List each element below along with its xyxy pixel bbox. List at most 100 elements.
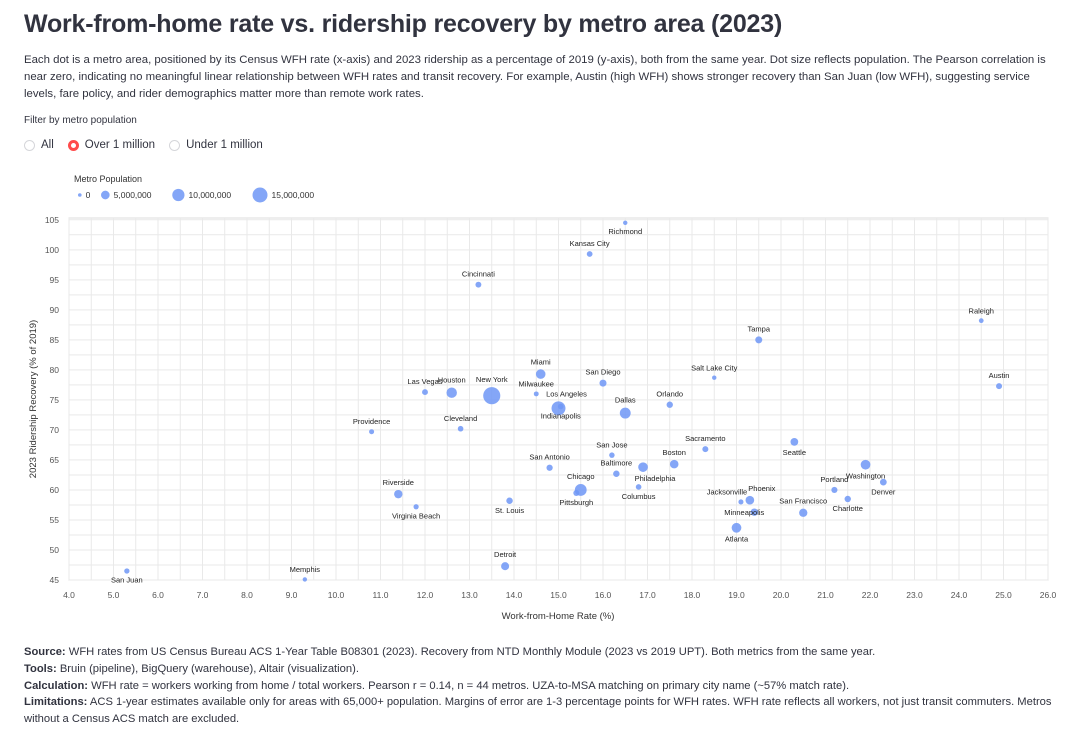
radio-circle[interactable] — [169, 139, 181, 151]
point-label: Orlando — [656, 390, 683, 399]
y-tick-label: 50 — [50, 545, 60, 555]
legend-label: 5,000,000 — [114, 190, 152, 200]
y-tick-label: 60 — [50, 485, 60, 495]
data-point — [755, 336, 763, 344]
data-point — [750, 508, 759, 516]
point-label: Memphis — [290, 565, 321, 574]
data-point — [623, 220, 628, 226]
radio-all[interactable]: All — [24, 139, 54, 151]
point-label: San Antonio — [529, 453, 569, 462]
point-label: San Jose — [596, 440, 627, 449]
point-label: Boston — [663, 448, 686, 457]
data-point — [702, 446, 709, 453]
radio-under-1-million[interactable]: Under 1 million — [169, 139, 263, 151]
point-label: Seattle — [783, 448, 806, 457]
y-tick-label: 95 — [50, 275, 60, 285]
x-tick-label: 4.0 — [63, 590, 75, 600]
legend-size-circle — [101, 190, 110, 200]
point-label: San Francisco — [779, 497, 827, 506]
data-point — [844, 495, 851, 503]
data-point — [978, 318, 984, 324]
radio-circle[interactable] — [24, 139, 35, 151]
point-label: Houston — [438, 375, 466, 384]
data-point — [302, 577, 308, 582]
data-point — [483, 387, 501, 405]
footer-calculation: Calculation: WFH rate = workers working … — [24, 679, 850, 692]
radio-over-1-million[interactable]: Over 1 million — [67, 139, 155, 151]
x-tick-label: 16.0 — [595, 590, 612, 600]
data-point — [475, 281, 482, 288]
legend-label: 15,000,000 — [272, 190, 315, 200]
data-point — [613, 470, 620, 477]
y-tick-label: 90 — [50, 305, 60, 315]
y-tick-label: 70 — [50, 425, 60, 435]
x-tick-label: 15.0 — [550, 590, 567, 600]
radio-circle-selected[interactable] — [67, 139, 79, 151]
data-point — [860, 459, 871, 470]
x-tick-label: 26.0 — [1040, 590, 1057, 600]
point-label: Pittsburgh — [559, 498, 593, 507]
point-label: Las Vegas — [407, 377, 442, 386]
y-tick-label: 105 — [45, 215, 59, 225]
point-label: St. Louis — [495, 506, 524, 515]
legend-size-circle — [252, 187, 268, 203]
data-point — [638, 462, 648, 472]
page-title: Work-from-home rate vs. ridership recove… — [24, 10, 783, 38]
point-label: Riverside — [383, 478, 414, 487]
point-label: Cleveland — [444, 414, 477, 423]
data-point — [413, 504, 419, 510]
point-label: Indianapolis — [541, 411, 581, 420]
footer-tools: Tools: Bruin (pipeline), BigQuery (wareh… — [24, 662, 359, 675]
y-tick-label: 75 — [50, 395, 60, 405]
x-tick-label: 13.0 — [461, 590, 478, 600]
x-tick-label: 23.0 — [906, 590, 923, 600]
radio-label: Under 1 million — [186, 139, 263, 151]
point-labels: San Juan Memphis Richmond Kansas City Cincin… — [111, 227, 1009, 585]
data-points — [124, 220, 1003, 582]
data-point — [666, 401, 673, 408]
scatter-chart: Metro Population 0 5,000,000 10,000,000 15,… — [28, 174, 1057, 622]
point-label: San Juan — [111, 576, 143, 585]
point-label: Minneapolis — [724, 508, 764, 517]
y-tick-label: 45 — [50, 575, 60, 585]
point-label: Columbus — [622, 492, 656, 501]
data-point — [501, 562, 510, 571]
chart-description: Each dot is a metro area, positioned by … — [24, 54, 1046, 100]
y-tick-label: 80 — [50, 365, 60, 375]
legend-label: 0 — [86, 190, 91, 200]
x-tick-label: 18.0 — [684, 590, 701, 600]
footer-notes: Source: WFH rates from US Census Bureau … — [24, 644, 1054, 728]
x-tick-label: 20.0 — [773, 590, 790, 600]
data-point — [790, 438, 799, 446]
data-point — [586, 251, 593, 257]
point-label: Miami — [531, 357, 551, 366]
point-label: Chicago — [567, 472, 595, 481]
point-label: San Diego — [585, 368, 620, 377]
x-tick-label: 17.0 — [639, 590, 656, 600]
point-label: Washington — [846, 472, 885, 481]
x-axis-title: Work-from-Home Rate (%) — [502, 611, 615, 622]
data-point — [573, 489, 580, 496]
x-tick-label: 12.0 — [417, 590, 434, 600]
x-tick-label: 6.0 — [152, 590, 164, 600]
point-label: Salt Lake City — [691, 363, 738, 372]
point-label: Tampa — [747, 324, 770, 333]
point-label: Denver — [871, 488, 896, 497]
data-point — [533, 391, 539, 397]
legend-size-circle — [172, 188, 185, 202]
data-point — [557, 403, 564, 410]
point-label: Virginia Beach — [392, 511, 440, 520]
x-tick-label: 5.0 — [108, 590, 120, 600]
legend-label: 10,000,000 — [189, 190, 232, 200]
data-point — [124, 568, 130, 574]
gridlines — [68, 217, 1049, 581]
x-tick-label: 8.0 — [241, 590, 253, 600]
x-tick-label: 25.0 — [995, 590, 1012, 600]
y-tick-label: 85 — [50, 335, 60, 345]
data-point — [506, 497, 513, 504]
point-label: Detroit — [494, 550, 517, 559]
data-point — [669, 459, 679, 469]
point-label: Phoenix — [748, 484, 775, 493]
filter-label: Filter by metro population — [24, 115, 137, 126]
point-label: Philadelphia — [635, 474, 677, 483]
